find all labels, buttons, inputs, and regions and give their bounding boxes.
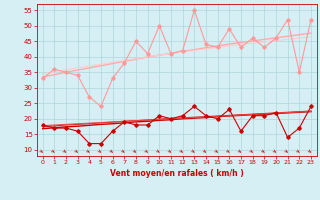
X-axis label: Vent moyen/en rafales ( km/h ): Vent moyen/en rafales ( km/h ): [110, 169, 244, 178]
